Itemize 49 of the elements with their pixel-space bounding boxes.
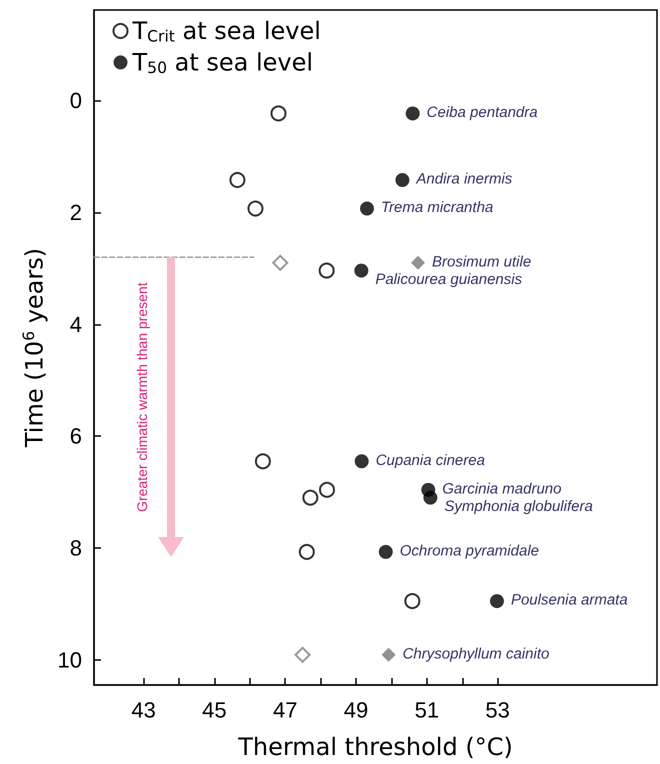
x-tick-label: 49 bbox=[344, 698, 368, 722]
point bbox=[270, 105, 286, 122]
annotation: Symphonia globulifera bbox=[444, 498, 593, 516]
x-tick-label: 51 bbox=[414, 698, 440, 722]
point bbox=[410, 256, 425, 270]
y-axis-title: Time (106 years) bbox=[20, 248, 49, 448]
annotation: Greater climatic warmth than present bbox=[134, 282, 150, 512]
point bbox=[229, 172, 246, 188]
x-tick-label: 53 bbox=[485, 698, 510, 722]
annotation: Ceiba pentandra bbox=[426, 104, 538, 121]
point bbox=[382, 648, 396, 662]
y-tick-label: 2 bbox=[70, 200, 82, 225]
y-tick-label: 4 bbox=[70, 312, 82, 337]
annotation: Ochroma pyramidale bbox=[400, 542, 539, 560]
annotation: Poulsenia armata bbox=[510, 592, 628, 609]
point bbox=[423, 490, 438, 505]
point bbox=[319, 482, 335, 498]
annotation: Brosimum utile bbox=[432, 253, 532, 270]
annotation: Garcinia madruno bbox=[442, 480, 562, 498]
point bbox=[395, 173, 410, 188]
point bbox=[254, 453, 271, 470]
point bbox=[318, 262, 335, 279]
annotation: Cupania cinerea bbox=[376, 452, 485, 469]
point bbox=[247, 200, 264, 217]
point bbox=[404, 593, 420, 610]
x-tick-label: 45 bbox=[202, 698, 227, 722]
x-axis-title: Thermal threshold (°C) bbox=[237, 733, 513, 761]
point bbox=[378, 544, 393, 559]
point bbox=[354, 454, 369, 468]
point bbox=[294, 646, 311, 663]
legend-label: TCrit at sea level bbox=[132, 17, 321, 46]
point bbox=[272, 254, 288, 271]
x-tick-label: 43 bbox=[131, 698, 156, 722]
x-tick-label: 47 bbox=[272, 698, 298, 722]
point bbox=[302, 490, 318, 506]
y-tick-label: 8 bbox=[70, 535, 82, 560]
point bbox=[354, 264, 368, 278]
y-tick-label: 0 bbox=[70, 88, 82, 114]
annotation: Trema micrantha bbox=[381, 199, 494, 216]
point bbox=[406, 106, 420, 120]
annotation: Chrysophyllum cainito bbox=[402, 645, 550, 662]
annotation: Palicourea guianensis bbox=[375, 271, 523, 288]
point bbox=[490, 594, 504, 608]
y-tick-label: 10 bbox=[58, 647, 82, 672]
annotation: Andira inermis bbox=[415, 170, 513, 188]
point bbox=[360, 202, 374, 216]
legend-label: T50 at sea level bbox=[132, 48, 314, 77]
y-tick-label: 6 bbox=[70, 424, 82, 449]
point bbox=[298, 544, 315, 560]
